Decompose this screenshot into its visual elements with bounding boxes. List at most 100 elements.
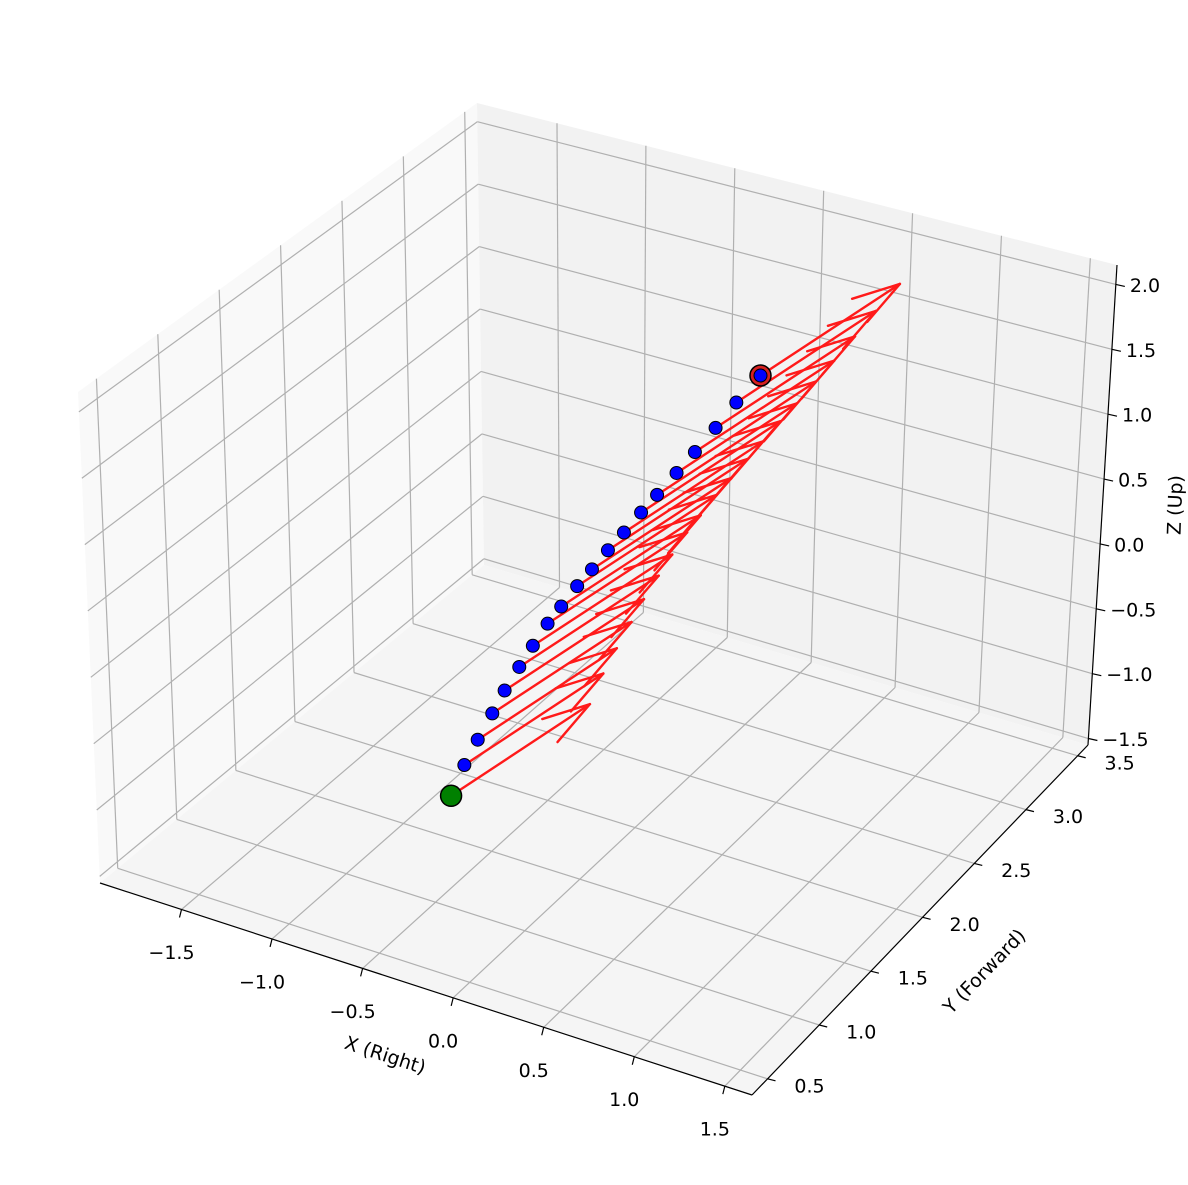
grid-line [556, 123, 561, 588]
z-tick [1107, 413, 1118, 417]
arrow-shaft [693, 359, 836, 454]
x-tick [541, 1027, 545, 1036]
grid-line [464, 111, 473, 575]
start-marker [439, 784, 463, 808]
grid-line [294, 720, 923, 918]
grid-line [543, 687, 896, 1028]
x-tick [269, 938, 273, 948]
grid-line [117, 867, 768, 1080]
x-tick-label: −1.5 [148, 942, 194, 964]
point [470, 732, 485, 747]
arrow-head [624, 574, 660, 615]
arrow-head [554, 672, 605, 690]
y-tick [974, 862, 983, 867]
y-tick-label: 1.0 [846, 1022, 876, 1044]
grid-line [483, 558, 1089, 740]
point [600, 543, 615, 558]
arrow-shaft [546, 531, 689, 625]
arrow-shaft [449, 702, 592, 798]
arrow [476, 647, 619, 741]
point [554, 599, 569, 614]
point [753, 368, 768, 383]
point [729, 395, 744, 410]
y-tick [819, 1024, 828, 1028]
grid-line [84, 246, 480, 546]
point [616, 525, 631, 540]
grid-line [810, 190, 825, 663]
arrow-head [666, 514, 702, 555]
grid-line [78, 121, 478, 413]
point [708, 420, 723, 435]
grid-line [235, 769, 872, 972]
point [497, 683, 512, 698]
arrow-shaft [463, 672, 605, 767]
z-axis-label: Z (Up) [1163, 475, 1187, 536]
grid-line [894, 213, 914, 688]
y-tick [870, 970, 880, 974]
grid-line [96, 495, 484, 811]
arrow-shaft [714, 335, 857, 430]
arrow-shaft [655, 402, 798, 497]
grid-line [1062, 258, 1091, 738]
y-tick [1025, 809, 1035, 813]
grid-line [978, 235, 1003, 713]
grid-line [482, 495, 1093, 675]
y-tick-label: 3.5 [1105, 752, 1135, 774]
grid-line [479, 246, 1109, 415]
grid-line [279, 245, 296, 722]
z-tick-label: −1.0 [1106, 664, 1152, 686]
point [650, 487, 665, 502]
grid-line [181, 587, 560, 910]
back-pane [477, 103, 1117, 745]
arrow-head [610, 597, 646, 639]
arrow-head [866, 282, 902, 324]
y-tick-label: 2.5 [1001, 860, 1031, 882]
y-tick-label: 1.5 [898, 968, 928, 990]
arrow-shaft [575, 493, 718, 588]
x-tick-label: 1.5 [700, 1119, 730, 1141]
grid-line [724, 737, 1064, 1087]
grid-line [99, 558, 485, 877]
floor-pane [100, 565, 1088, 1095]
point [570, 579, 585, 594]
point [634, 505, 649, 520]
grid-line [81, 183, 479, 479]
arrow-shaft [622, 440, 765, 534]
panes [78, 103, 1117, 1095]
z-tick [1100, 543, 1110, 547]
grid-line [87, 308, 481, 612]
z-tick [1103, 478, 1114, 482]
point [457, 758, 472, 773]
z-tick-label: 0.0 [1114, 534, 1144, 556]
arrow [560, 514, 702, 608]
z-tick-label: −1.5 [1102, 729, 1148, 751]
arrow-shaft [560, 514, 702, 608]
z-tick [1096, 608, 1106, 612]
z-tick [1088, 737, 1098, 742]
grid-line [479, 308, 1105, 480]
arrow-head [541, 702, 592, 721]
point [687, 445, 702, 460]
grid-line [478, 183, 1113, 350]
arrow-head [805, 335, 857, 353]
left-pane [78, 103, 484, 883]
grid-line [402, 156, 414, 624]
x-axis-line [99, 882, 753, 1096]
arrow-shaft [735, 309, 877, 404]
x-tick [450, 997, 454, 1006]
grid-line [176, 818, 820, 1026]
arrow-shaft [759, 282, 902, 377]
arrow [463, 672, 605, 767]
grid-line [271, 612, 644, 940]
point [485, 706, 500, 721]
arrow-shaft [503, 597, 646, 692]
y-tick [922, 916, 931, 920]
arrow-shaft [606, 457, 749, 552]
arrow-head [651, 514, 702, 532]
z-axis-line [1087, 264, 1118, 746]
arrow-head [569, 672, 605, 713]
arrow-head [556, 702, 592, 744]
marks [439, 282, 902, 808]
arrow [759, 282, 902, 377]
